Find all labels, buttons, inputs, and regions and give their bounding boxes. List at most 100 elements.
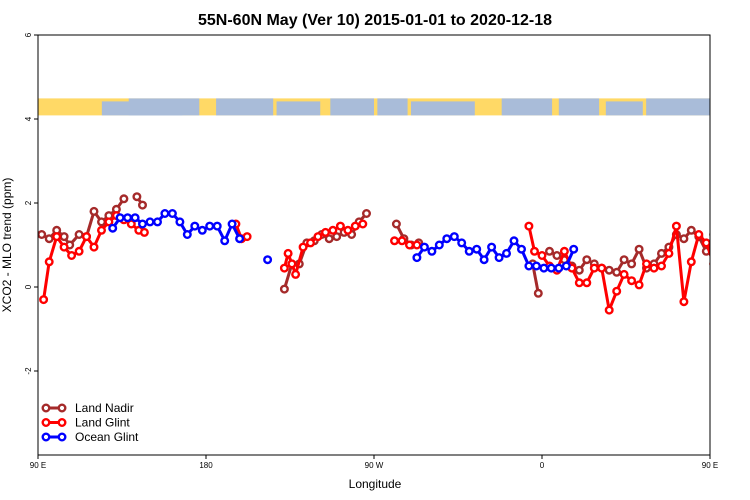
data-point [390, 236, 400, 246]
data-point [52, 232, 62, 242]
data-point [733, 217, 740, 224]
y-tick-label: 2 [24, 200, 33, 205]
data-point [612, 267, 622, 277]
data-point [283, 248, 293, 258]
legend-marker [41, 403, 51, 413]
data-point [89, 242, 99, 252]
data-point [227, 219, 237, 229]
data-point [694, 229, 704, 239]
data-point [59, 242, 69, 252]
map-strip-ocean [410, 101, 475, 116]
data-point [725, 231, 732, 238]
x-tick-label: 0 [540, 461, 545, 470]
data-point [67, 250, 77, 260]
data-point [115, 213, 125, 223]
data-point [362, 208, 372, 218]
data-point [740, 229, 747, 236]
data-point [686, 225, 696, 235]
data-point [412, 253, 422, 263]
data-point [160, 208, 170, 218]
data-point [212, 221, 222, 231]
data-point [321, 227, 331, 237]
data-point [412, 240, 422, 250]
data-point [126, 219, 136, 229]
data-point [582, 255, 592, 265]
data-point [664, 248, 674, 258]
data-point [44, 257, 54, 267]
legend-item: Ocean Glint [41, 430, 139, 444]
data-point [242, 232, 252, 242]
map-strip-ocean [501, 98, 553, 116]
y-tick-label: 0 [24, 284, 33, 289]
data-point [104, 217, 114, 227]
data-point [627, 276, 637, 286]
data-point [657, 248, 667, 258]
data-point [38, 230, 47, 239]
data-point [537, 250, 547, 260]
data-point [589, 263, 599, 273]
data-point [574, 278, 584, 288]
y-tick-label: 6 [24, 32, 33, 37]
legend-marker [57, 418, 67, 428]
data-point [291, 269, 301, 279]
data-point [530, 246, 540, 256]
data-point [531, 261, 541, 271]
data-point [725, 206, 732, 213]
data-point [81, 232, 91, 242]
legend-label: Land Glint [75, 416, 130, 430]
x-tick-label: 180 [199, 461, 213, 470]
x-axis-label: Longitude [349, 477, 402, 491]
plot-series [38, 192, 747, 315]
map-strip-ocean [377, 98, 408, 116]
map-strip-ocean [558, 98, 600, 116]
data-point [619, 269, 629, 279]
data-point [335, 221, 345, 231]
data-point [123, 213, 133, 223]
x-axis: 90 E 180 90 W 0 90 E [30, 455, 718, 470]
data-point [701, 238, 710, 248]
data-point [524, 261, 534, 271]
data-point [561, 261, 571, 271]
data-point [287, 259, 297, 269]
data-point [472, 244, 482, 254]
data-point [263, 255, 273, 265]
map-strip-ocean [605, 101, 643, 116]
y-axis-label: XCO2 - MLO trend (ppm) [0, 178, 14, 313]
data-point [39, 295, 49, 305]
data-point [494, 253, 504, 263]
data-point [657, 261, 667, 271]
data-point [332, 232, 342, 242]
data-point [298, 242, 308, 252]
data-point [137, 200, 147, 210]
data-point [419, 242, 429, 252]
x-tick-label: 90 W [365, 461, 384, 470]
data-point [130, 213, 140, 223]
data-point [612, 286, 622, 296]
data-point [627, 259, 637, 269]
data-point [350, 221, 360, 231]
data-point [44, 234, 54, 244]
data-point [190, 221, 200, 231]
data-point [391, 219, 401, 229]
data-point [733, 219, 740, 226]
data-point [718, 231, 725, 238]
legend-marker [57, 432, 67, 442]
data-point [740, 223, 747, 230]
data-point [487, 242, 497, 252]
data-point [137, 219, 147, 229]
plot-frame [37, 34, 711, 456]
data-point [718, 252, 725, 259]
data-point [427, 246, 437, 256]
data-point [517, 244, 527, 254]
data-point [279, 284, 289, 294]
data-point [405, 240, 415, 250]
map-strip-ocean [646, 98, 710, 116]
data-point [457, 238, 467, 248]
x-tick-label: 90 E [30, 461, 46, 470]
data-point [559, 246, 569, 256]
chart-title: 55N-60N May (Ver 10) 2015-01-01 to 2020-… [198, 12, 552, 29]
data-point [733, 244, 740, 251]
data-point [709, 261, 710, 267]
data-point [313, 232, 323, 242]
